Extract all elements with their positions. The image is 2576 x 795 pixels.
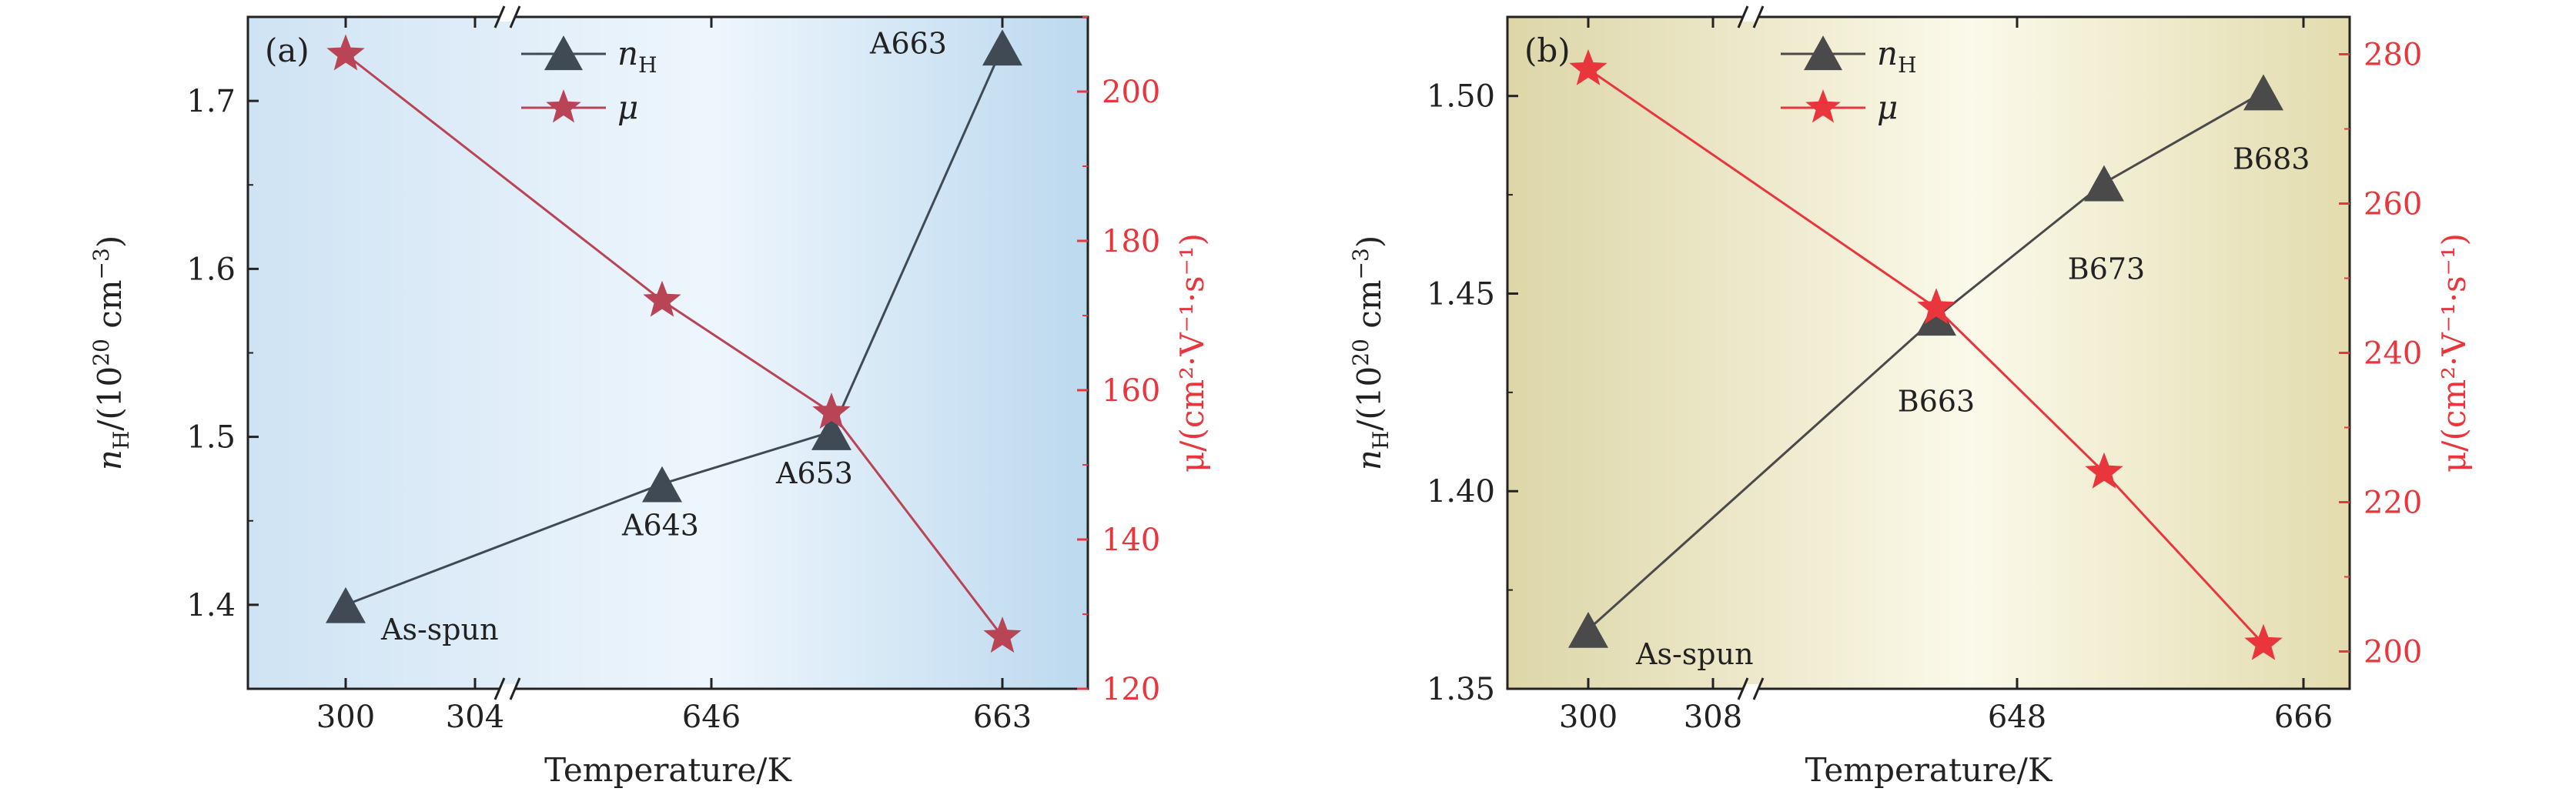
axis-break-top bbox=[493, 5, 506, 28]
panel-label: (b) bbox=[1524, 32, 1571, 69]
x-tick-label: 304 bbox=[446, 700, 504, 735]
point-label: B663 bbox=[1898, 384, 1975, 418]
left-y-tick-label: 1.4 bbox=[186, 588, 236, 623]
panel-b: 1.35 1.40 1.45 1.50 200 220 240 260 280 300 308 648… bbox=[1348, 5, 2473, 789]
mu-star-marker bbox=[1569, 48, 1607, 85]
nh-triangle-marker bbox=[1916, 299, 1956, 336]
x-tick-label: 300 bbox=[1559, 700, 1618, 735]
right-y-tick-label: 260 bbox=[2364, 187, 2422, 222]
nh-triangle-marker bbox=[982, 29, 1022, 66]
legend-triangle-icon bbox=[544, 35, 583, 71]
left-y-tick-label: 1.50 bbox=[1427, 79, 1495, 115]
left-y-tick-label: 1.5 bbox=[186, 420, 236, 456]
plot-area bbox=[248, 17, 1088, 689]
x-tick-label: 300 bbox=[316, 700, 375, 735]
axis-break-bottom bbox=[1737, 677, 1749, 700]
right-y-tick-label: 240 bbox=[2364, 336, 2422, 372]
mu-star-marker bbox=[1917, 288, 1955, 325]
point-label: B673 bbox=[2068, 252, 2145, 286]
x-tick-label: 648 bbox=[1988, 700, 2046, 735]
nh-triangle-marker bbox=[2084, 165, 2124, 202]
mu-star-marker bbox=[326, 34, 365, 71]
x-tick-label: 646 bbox=[682, 700, 741, 735]
x-axis-label: Temperature/K bbox=[1805, 751, 2053, 789]
right-y-tick-label: 220 bbox=[2364, 486, 2422, 521]
mu-series-line bbox=[345, 53, 1004, 638]
legend-label-nh: nH bbox=[1877, 35, 1916, 78]
point-label: As-spun bbox=[1635, 637, 1754, 671]
nh-triangle-marker bbox=[2243, 74, 2283, 111]
axis-break-top bbox=[1752, 5, 1765, 28]
axis-break-top bbox=[1737, 5, 1749, 28]
mu-star-marker bbox=[983, 616, 1022, 653]
axis-break-gap bbox=[1743, 684, 1758, 693]
left-y-axis-label: nH/(1020 cm−3) bbox=[1348, 235, 1393, 470]
axis-break-gap bbox=[1743, 12, 1758, 22]
point-label: A653 bbox=[775, 456, 853, 490]
nh-triangle-marker bbox=[811, 414, 851, 450]
right-y-tick-label: 140 bbox=[1102, 523, 1160, 558]
right-y-axis-label: μ/(cm²·V⁻¹·s⁻¹) bbox=[1173, 233, 1211, 473]
point-label: A663 bbox=[869, 26, 947, 60]
left-y-tick-label: 1.45 bbox=[1427, 276, 1495, 312]
mu-star-marker bbox=[2085, 452, 2123, 489]
left-y-tick-label: 1.35 bbox=[1427, 672, 1495, 707]
mu-star-marker bbox=[2244, 623, 2283, 660]
axis-break-bottom bbox=[1752, 677, 1765, 700]
mu-star-marker bbox=[643, 280, 681, 317]
point-label: B683 bbox=[2233, 142, 2310, 176]
right-y-axis-label: μ/(cm²·V⁻¹·s⁻¹) bbox=[2435, 233, 2473, 473]
right-y-tick-label: 180 bbox=[1102, 224, 1160, 259]
panel-label: (a) bbox=[265, 32, 309, 69]
x-tick-label: 308 bbox=[1684, 700, 1742, 735]
right-y-tick-label: 280 bbox=[2364, 38, 2422, 73]
x-tick-label: 663 bbox=[973, 700, 1032, 735]
nh-series-line bbox=[1587, 91, 2264, 631]
point-label: As-spun bbox=[380, 613, 499, 646]
legend: nH μ bbox=[521, 35, 657, 126]
legend-star-icon bbox=[1805, 89, 1841, 123]
left-y-axis-label: nH/(1020 cm−3) bbox=[89, 235, 134, 470]
axis-break-gap bbox=[500, 684, 515, 693]
axis-break-bottom bbox=[493, 677, 506, 700]
legend: nH μ bbox=[1781, 35, 1916, 126]
mu-series-line bbox=[1587, 68, 2265, 645]
right-y-tick-label: 120 bbox=[1102, 672, 1160, 707]
legend-label-nh: nH bbox=[617, 35, 657, 78]
right-y-tick-label: 160 bbox=[1102, 373, 1160, 409]
left-y-tick-label: 1.7 bbox=[186, 84, 236, 119]
right-y-tick-label: 200 bbox=[1102, 75, 1160, 110]
nh-triangle-marker bbox=[326, 586, 366, 623]
left-y-tick-label: 1.6 bbox=[186, 252, 236, 287]
legend-star-icon bbox=[546, 89, 581, 123]
legend-label-mu: μ bbox=[617, 89, 638, 126]
point-label: A643 bbox=[621, 509, 699, 543]
mu-star-marker bbox=[812, 392, 851, 429]
legend-label-mu: μ bbox=[1877, 89, 1898, 126]
axis-break-top bbox=[509, 5, 521, 28]
x-axis-label: Temperature/K bbox=[544, 751, 792, 789]
x-tick-label: 666 bbox=[2274, 700, 2333, 735]
left-y-tick-label: 1.40 bbox=[1427, 474, 1495, 509]
axis-break-gap bbox=[500, 12, 515, 22]
nh-triangle-marker bbox=[642, 466, 682, 503]
nh-series-line bbox=[345, 46, 1004, 606]
panel-a: 1.4 1.5 1.6 1.7 120 140 160 180 200 300 304 646 663 T… bbox=[89, 5, 1211, 789]
nh-triangle-marker bbox=[1568, 611, 1608, 648]
legend-triangle-icon bbox=[1804, 35, 1842, 71]
right-y-tick-label: 200 bbox=[2364, 635, 2422, 670]
axis-break-bottom bbox=[509, 677, 521, 700]
